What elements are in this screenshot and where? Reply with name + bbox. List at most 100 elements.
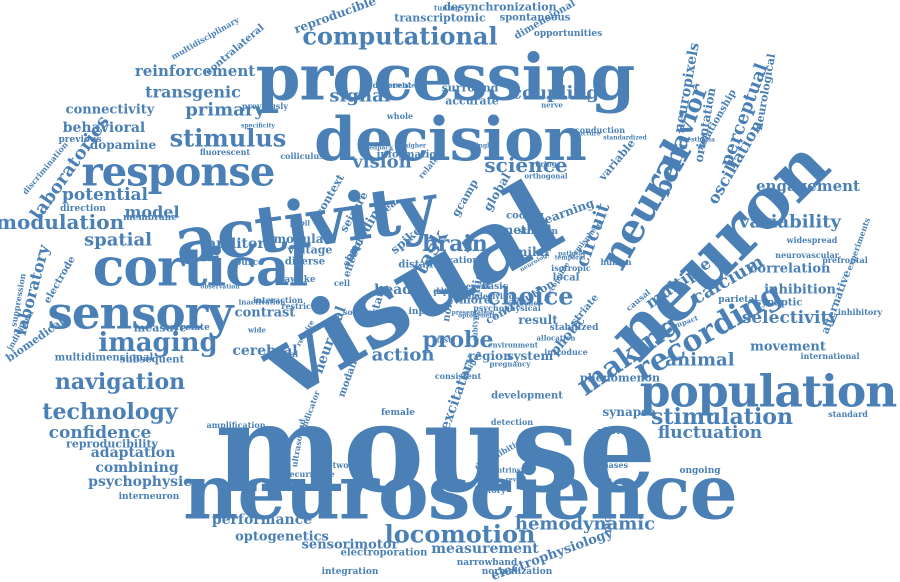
word-information: information: [377, 150, 444, 161]
word-awake: awake: [284, 275, 316, 285]
word-measure: measure: [134, 322, 187, 335]
word-integration: integration: [322, 567, 379, 577]
word-evidence: evidence: [508, 299, 543, 308]
word-widespread: widespread: [786, 235, 838, 245]
word-surround: surround: [442, 82, 499, 95]
word-reinforcement: reinforcement: [135, 62, 255, 80]
word-coding: coding: [506, 211, 544, 222]
word-transgenic: transgenic: [145, 83, 241, 102]
word-pattern: pattern: [433, 286, 466, 296]
word-nerve: nerve: [541, 101, 563, 110]
word-model: model: [124, 203, 179, 222]
word-feedback: feedback: [363, 145, 394, 152]
word-isotropic: isotropic: [551, 263, 591, 273]
word-subtype: subtype: [471, 310, 480, 341]
word-adaptation: adaptation: [91, 445, 176, 461]
word-dopamine: dopamine: [90, 138, 157, 152]
word-allocation: allocation: [537, 334, 576, 343]
word-processing: processing: [256, 41, 635, 116]
word-vision: vision: [351, 152, 411, 173]
word-tuning: tuning: [434, 4, 460, 13]
word-reveal: reveal: [506, 477, 527, 484]
word-history: history: [474, 485, 506, 495]
word-pupil: pupil: [290, 219, 311, 228]
word-stimulus: stimulus: [170, 124, 287, 153]
word-similar: similar: [503, 245, 551, 259]
word-computational: computational: [302, 22, 497, 51]
word-scale: scale: [439, 286, 462, 296]
word-population: population: [640, 367, 896, 418]
word-imaging: imaging: [98, 328, 217, 358]
word-temporal: temporal: [555, 255, 586, 262]
word-voltage: voltage: [287, 244, 333, 257]
word-different: different: [372, 80, 411, 90]
word-diverse: diverse: [285, 257, 325, 268]
word-performance: performance: [212, 512, 312, 528]
word-previously: previously: [242, 101, 288, 111]
word-choice: choice: [486, 282, 573, 311]
word-detection: detection: [491, 417, 533, 427]
word-optogenetic: optogenetic: [458, 313, 498, 320]
word-modulate: modulate: [273, 232, 337, 246]
word-technology: technology: [42, 399, 179, 425]
word-photon: photon: [597, 427, 633, 437]
word-auditory: auditory: [207, 236, 274, 252]
word-synaptic: synaptic: [756, 298, 803, 309]
word-confidence: confidence: [49, 423, 152, 443]
word-conduction: conduction: [575, 125, 625, 135]
word-wide: wide: [247, 326, 267, 335]
word-intrinsic: intrinsic: [494, 466, 527, 475]
word-coupling: coupling: [511, 83, 599, 104]
word-larger: larger: [436, 286, 464, 296]
word-express: express: [433, 286, 467, 296]
word-psychophysic: psychophysic: [88, 474, 192, 490]
word-normalization: normalization: [482, 567, 553, 577]
word-inhibition: inhibition: [764, 283, 836, 298]
word-environment: environment: [488, 341, 539, 350]
word-noise: noise: [441, 291, 457, 322]
word-female: female: [381, 408, 415, 418]
word-inactivation: inactivation: [239, 298, 286, 307]
word-stratum: stratum: [518, 227, 558, 237]
word-movement: movement: [750, 340, 826, 355]
word-amplification: amplification: [206, 420, 265, 430]
word-accurate: accurate: [445, 95, 499, 108]
word-ongoing: ongoing: [679, 466, 721, 476]
word-international: international: [801, 351, 860, 361]
word-psychophysical: psychophysical: [473, 303, 540, 313]
word-potential: potential: [62, 185, 149, 205]
word-presentation: presentation: [452, 310, 495, 317]
word-specificity: specificity: [241, 123, 275, 130]
word-firing: firing: [535, 160, 557, 169]
word-membrane: membrane: [123, 213, 177, 223]
word-correlated: correlated: [385, 83, 421, 90]
word-brain: brain: [422, 231, 488, 257]
word-result: result: [518, 313, 558, 327]
word-anesthesia: anesthesia: [679, 137, 715, 144]
word-recurrence: recurrence: [285, 469, 334, 479]
word-sources: sources: [343, 307, 378, 317]
word-navigation: navigation: [55, 369, 185, 395]
word-signal: signal: [329, 86, 390, 107]
word-head: head: [374, 282, 412, 298]
word-development: development: [491, 391, 563, 402]
word-input: input: [409, 307, 437, 317]
word-control: control: [364, 315, 396, 325]
word-contrast: contrast: [235, 306, 296, 321]
word-mouse: mouse: [215, 376, 655, 520]
word-pathway: pathway: [558, 251, 586, 258]
word-introduce: introduce: [544, 347, 587, 357]
word-prefrontal: prefrontal: [822, 255, 868, 265]
word-pregnancy: pregnancy: [490, 360, 532, 369]
word-consistent: consistent: [435, 371, 482, 381]
word-underlying: underlying: [466, 291, 515, 301]
word-modulation: modulation: [0, 210, 125, 234]
word-event: event: [466, 281, 491, 291]
word-fast: fast: [437, 336, 452, 345]
word-animal: animal: [665, 350, 734, 371]
word-biases: biases: [600, 460, 628, 470]
word-stabilized: stabilized: [550, 323, 599, 333]
word-primary: primary: [185, 100, 265, 121]
word-fixation: fixation: [441, 256, 479, 266]
word-correlate: correlate: [164, 323, 210, 333]
